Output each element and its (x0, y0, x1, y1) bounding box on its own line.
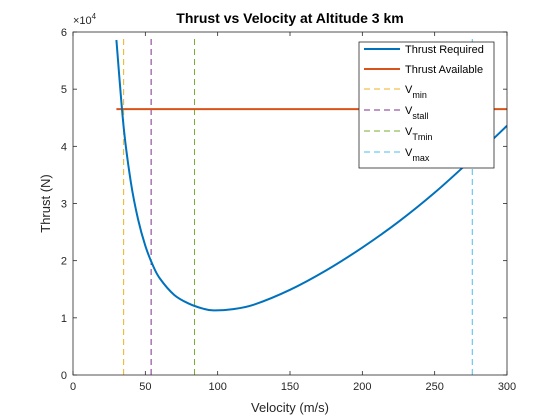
legend-label-main: V (405, 126, 413, 138)
y-tick-label: 6 (61, 27, 67, 39)
y-axis-label: Thrust (N) (38, 174, 53, 233)
y-tick-label: 0 (61, 370, 67, 382)
x-axis-label: Velocity (m/s) (251, 400, 329, 415)
legend-label-subscript: Tmin (412, 132, 432, 142)
x-tick-label: 50 (139, 381, 151, 393)
legend-label-main: Thrust Available (405, 64, 483, 76)
x-tick-label: 300 (498, 381, 516, 393)
legend-label-main: Thrust Required (405, 44, 484, 56)
x-tick-label: 250 (425, 381, 443, 393)
x-tick-label: 150 (281, 381, 299, 393)
legend-label-main: V (405, 105, 413, 117)
y-tick-label: 5 (61, 84, 67, 96)
legend-label-thrust_available: Thrust Available (405, 64, 483, 76)
x-tick-label: 0 (70, 381, 76, 393)
legend-label-v_min: Vmin (405, 84, 427, 100)
legend-label-v_max: Vmax (405, 147, 430, 163)
legend-box (358, 41, 495, 169)
x-tick-label: 100 (208, 381, 226, 393)
y-exponent-base: ×10 (73, 15, 92, 27)
legend-label-subscript: min (412, 90, 427, 100)
legend-label-main: V (405, 84, 413, 96)
y-tick-label: 4 (61, 141, 67, 153)
legend-label-subscript: max (412, 153, 430, 163)
tick-layer: 0 50 100 150 200 250 300 0 1 2 3 4 5 6 (61, 27, 516, 393)
y-tick-label: 1 (61, 313, 67, 325)
y-axis-exponent: ×104 (73, 12, 97, 27)
y-tick-label: 2 (61, 256, 67, 268)
chart-title: Thrust vs Velocity at Altitude 3 km (176, 10, 403, 26)
series-thrust_required (115, 39, 507, 312)
x-tick-label: 200 (353, 381, 371, 393)
y-exponent-power: 4 (92, 12, 97, 21)
legend-label-v_tmin: VTmin (405, 126, 432, 142)
y-tick-label: 3 (61, 199, 67, 211)
legend-label-v_stall: Vstall (405, 105, 428, 121)
legend-label-main: V (405, 147, 413, 159)
legend-label-subscript: stall (412, 111, 428, 121)
legend-label-thrust_required: Thrust Required (405, 44, 484, 56)
